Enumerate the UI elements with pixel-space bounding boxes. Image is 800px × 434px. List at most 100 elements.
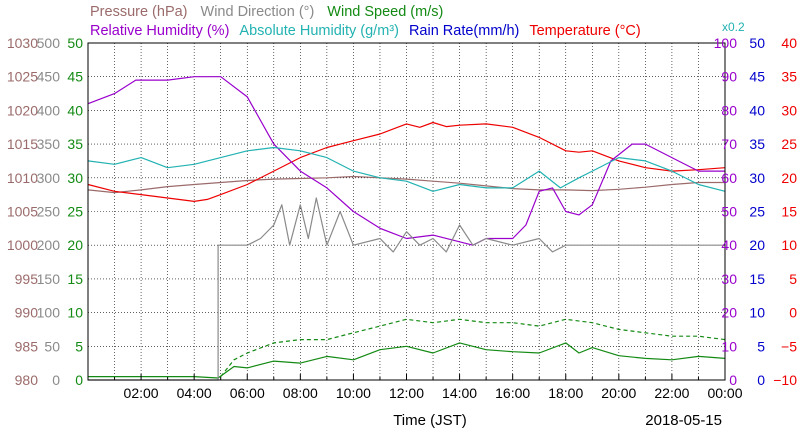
series-line <box>88 197 725 381</box>
abs-humidity-scale-note: x0.2 <box>722 20 745 34</box>
x-tick-label: 04:00 <box>177 385 212 401</box>
y-tick-label: 20 <box>749 237 765 253</box>
x-tick-label: 00:00 <box>707 385 742 401</box>
x-tick-label: 22:00 <box>654 385 689 401</box>
y-tick-label: 0 <box>75 372 83 388</box>
y-tick-label: 50 <box>44 338 60 354</box>
y-tick-label: 450 <box>37 69 61 85</box>
y-tick-label: 25 <box>781 136 797 152</box>
series-line <box>87 146 726 192</box>
series-line <box>87 175 725 194</box>
y-tick-label: 985 <box>15 338 39 354</box>
y-tick-label: −10 <box>773 372 797 388</box>
y-tick-label: 25 <box>67 204 83 220</box>
y-tick-label: 35 <box>781 69 797 85</box>
legend-entry: Rain Rate(mm/h) <box>409 23 519 39</box>
y-tick-label: 80 <box>721 102 737 118</box>
y-tick-label: 90 <box>721 69 737 85</box>
y-tick-label: 30 <box>67 170 83 186</box>
y-tick-label: 980 <box>15 372 39 388</box>
y-tick-label: 400 <box>37 102 61 118</box>
series-line <box>87 121 726 202</box>
y-tick-label: 1005 <box>7 204 38 220</box>
x-tick-label: 18:00 <box>548 385 583 401</box>
legend-entry: Absolute Humidity (g/m³) <box>239 23 399 39</box>
y-tick-label: 0 <box>789 305 797 321</box>
y-tick-label: 1020 <box>7 102 38 118</box>
x-axis: 02:00 04:00 06:00 08:00 10:00 12:00 14:00 16:00… <box>87 374 743 401</box>
y-tick-label: 100 <box>37 305 61 321</box>
y-tick-label: 1025 <box>7 69 38 85</box>
y-tick-label: 30 <box>749 170 765 186</box>
y-tick-label: 40 <box>749 102 765 118</box>
y-tick-label: 0 <box>729 372 737 388</box>
y-tick-label: 5 <box>757 338 765 354</box>
y-tick-label: 35 <box>67 136 83 152</box>
y-tick-label: 70 <box>721 136 737 152</box>
y-tick-label: 5 <box>789 271 797 287</box>
legend-entry: Temperature (°C) <box>529 23 640 39</box>
y-tick-label: 200 <box>37 237 61 253</box>
y-tick-label: 250 <box>37 204 61 220</box>
grid <box>88 42 725 381</box>
y-tick-label: 150 <box>37 271 61 287</box>
x-tick-label: 14:00 <box>442 385 477 401</box>
y-tick-label: 5 <box>75 338 83 354</box>
y-tick-label: 995 <box>15 271 39 287</box>
y-tick-label: 50 <box>721 204 737 220</box>
y-tick-label: 15 <box>781 204 797 220</box>
legend-entry: Wind Direction (°) <box>201 4 315 20</box>
y-tick-label: 30 <box>781 102 797 118</box>
date-label: 2018-05-15 <box>645 412 722 429</box>
y-tick-label: 60 <box>721 170 737 186</box>
series-line <box>220 318 726 377</box>
x-tick-label: 02:00 <box>124 385 159 401</box>
series-lines <box>87 76 726 381</box>
y-tick-label: 1030 <box>7 35 38 51</box>
y-tick-label: 15 <box>749 271 765 287</box>
x-tick-label: 10:00 <box>336 385 371 401</box>
y-tick-label: 500 <box>37 35 61 51</box>
x-tick-label: 12:00 <box>389 385 424 401</box>
y-tick-label: 40 <box>67 102 83 118</box>
y-tick-label: 300 <box>37 170 61 186</box>
y-tick-label: 45 <box>749 69 765 85</box>
series-line <box>88 342 726 379</box>
y-tick-label: 30 <box>721 271 737 287</box>
y-tick-label: 10 <box>67 305 83 321</box>
y-tick-label: 10 <box>749 305 765 321</box>
y-tick-label: 100 <box>714 35 738 51</box>
x-axis-label: Time (JST) <box>393 412 467 429</box>
legend: Pressure (hPa) Wind Direction (°) Wind Spe… <box>90 4 641 39</box>
y-tick-label: 20 <box>721 305 737 321</box>
y-tick-label: 15 <box>67 271 83 287</box>
y-tick-label: 0 <box>757 372 765 388</box>
y-tick-label: 40 <box>781 35 797 51</box>
y-tick-label: 50 <box>749 35 765 51</box>
legend-entry: Pressure (hPa) <box>90 4 188 20</box>
y-tick-label: 40 <box>721 237 737 253</box>
x-tick-label: 20:00 <box>601 385 636 401</box>
y-tick-label: 45 <box>67 69 83 85</box>
y-tick-label: 1010 <box>7 170 38 186</box>
y-tick-label: −5 <box>781 338 797 354</box>
x-tick-label: 06:00 <box>230 385 265 401</box>
y-tick-label: 350 <box>37 136 61 152</box>
y-tick-label: 1000 <box>7 237 38 253</box>
y-tick-label: 1015 <box>7 136 38 152</box>
legend-entry: Relative Humidity (%) <box>90 23 229 39</box>
y-tick-label: 990 <box>15 305 39 321</box>
y-tick-label: 0 <box>52 372 60 388</box>
y-axes: 1030102510201015101010051000995990985980… <box>7 35 797 388</box>
x-tick-label: 08:00 <box>283 385 318 401</box>
y-tick-label: 20 <box>67 237 83 253</box>
y-tick-label: 20 <box>781 170 797 186</box>
y-tick-label: 50 <box>67 35 83 51</box>
y-tick-label: 10 <box>721 338 737 354</box>
y-tick-label: 10 <box>781 237 797 253</box>
series-line <box>87 76 725 246</box>
y-tick-label: 35 <box>749 136 765 152</box>
x-tick-label: 16:00 <box>495 385 530 401</box>
legend-entry: Wind Speed (m/s) <box>327 4 443 20</box>
